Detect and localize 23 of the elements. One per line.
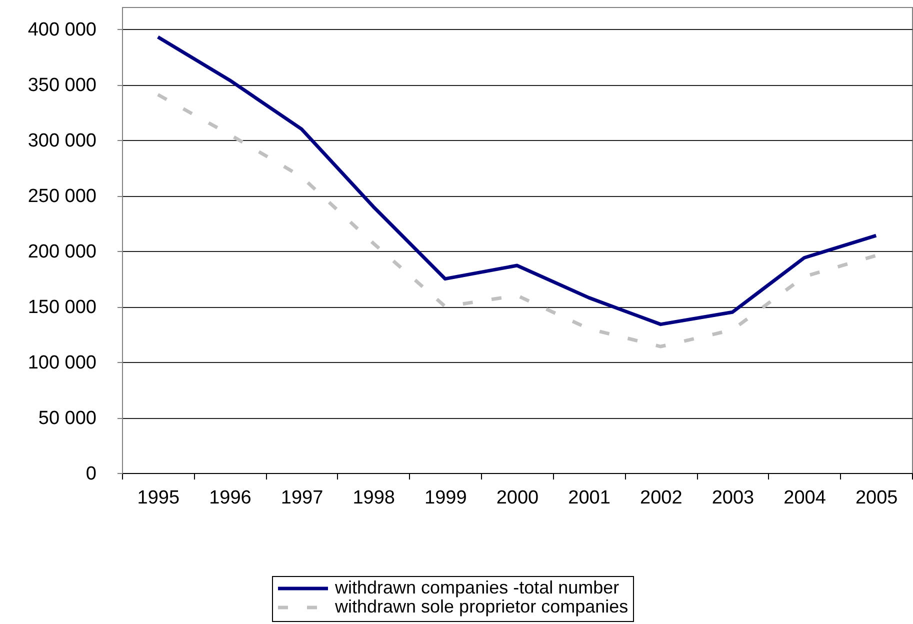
x-tick-label: 1999: [424, 488, 467, 508]
x-tick-label: 1995: [137, 488, 180, 508]
y-tick-label: 0: [86, 464, 96, 484]
y-tick-label: 150 000: [28, 297, 96, 318]
y-tick-label: 200 000: [28, 242, 96, 263]
x-tick-label: 1997: [280, 488, 324, 508]
y-tick-label: 100 000: [28, 352, 96, 374]
y-tick-label: 400 000: [28, 20, 96, 41]
x-tick-label: 2000: [496, 488, 539, 508]
y-tick-label: 250 000: [28, 186, 96, 208]
y-tick-label: 300 000: [28, 130, 96, 152]
x-tick-label: 1996: [209, 488, 252, 508]
x-tick-label: 2002: [640, 488, 682, 508]
y-tick-label: 50 000: [38, 408, 96, 430]
x-tick-label: 2004: [784, 488, 826, 508]
x-tick-label: 1998: [352, 488, 396, 508]
legend-label: withdrawn sole proprietor companies: [334, 596, 628, 616]
line-series: [156, 35, 878, 326]
x-tick-label: 2005: [855, 488, 898, 508]
y-tick-label: 350 000: [28, 75, 96, 96]
x-tick-label: 2003: [712, 488, 754, 508]
legend-label: withdrawn companies -total number: [334, 578, 620, 598]
x-tick-label: 2001: [568, 488, 610, 508]
